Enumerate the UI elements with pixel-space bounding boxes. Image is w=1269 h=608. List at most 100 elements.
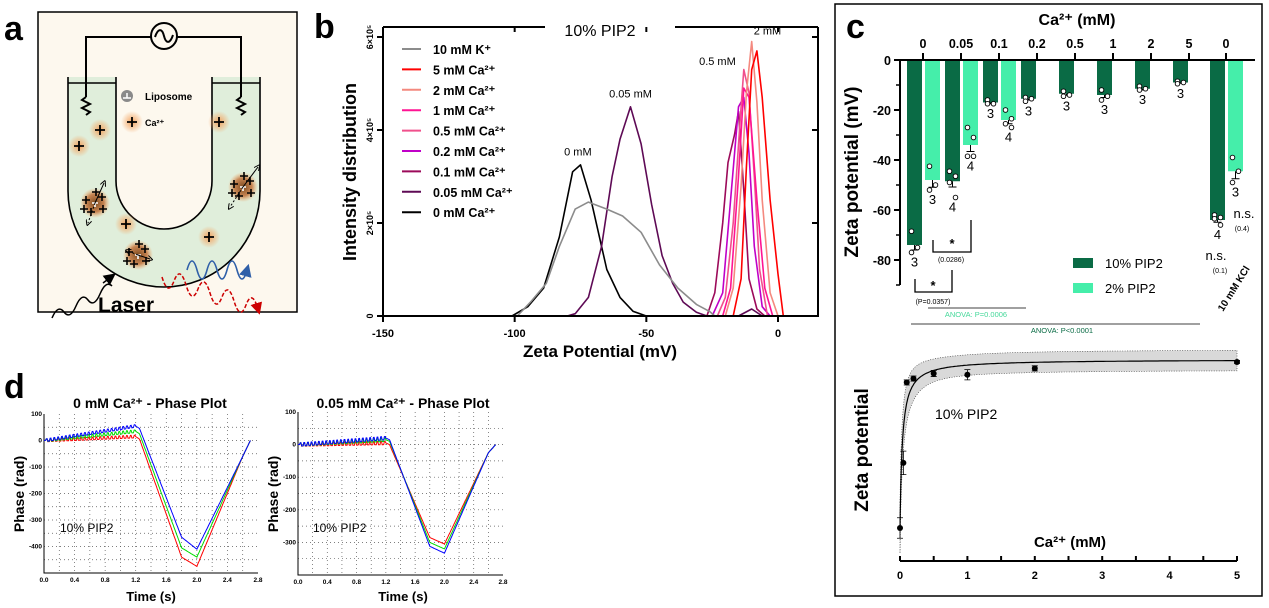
data-point (1136, 87, 1143, 93)
bar (1135, 60, 1150, 89)
legend-label: 1 mM Ca²⁺ (433, 104, 496, 118)
series-line (383, 201, 818, 317)
x-tick-label: -100 (504, 328, 526, 340)
plus-sign (247, 189, 255, 197)
chart-c-bar: Ca²⁺ (mM) Zeta potential (mV) 343 3 3 33 343… (842, 12, 1255, 335)
significance-star: * (949, 236, 955, 251)
anova-label-10pct: ANOVA: P<0.0001 (1031, 326, 1093, 335)
y-tick-label: -20 (873, 104, 891, 118)
circuit-wire (85, 36, 242, 97)
chart-b-title: 10% PIP2 (564, 23, 635, 40)
liposome-complex-icon (228, 167, 258, 207)
y-tick-label: -300 (29, 517, 42, 524)
plus-sign (80, 205, 88, 213)
anova-label-2pct: ANOVA: P=0.0006 (945, 310, 1007, 319)
chart-b-axes (382, 26, 819, 317)
legend-label: 10 mM K⁺ (433, 43, 491, 57)
x-tick-label: 4 (1167, 570, 1174, 582)
data-point (897, 525, 903, 531)
chart-d-right-xlabel: Time (s) (378, 589, 428, 604)
panel-c-frame (834, 3, 1263, 597)
legend-swatch (1073, 283, 1093, 293)
data-point (1028, 95, 1035, 102)
plus-sign (121, 219, 131, 229)
data-point (1235, 168, 1242, 174)
n-label: 3 (911, 255, 918, 270)
motion-arrow-icon (94, 183, 104, 204)
chart-c-fit: 0 1 2 3 4 5 Zeta potential Ca²⁺ (mM) 10% PIP2 (852, 350, 1240, 582)
plus-sign (130, 260, 138, 268)
plus-sign (240, 172, 248, 180)
laser-wave-icon (51, 283, 113, 319)
bar (1210, 60, 1225, 220)
data-point (1104, 93, 1111, 99)
confidence-band (899, 350, 1238, 554)
data-point (1066, 92, 1073, 98)
plus-sign (95, 125, 105, 135)
y-tick-label: -40 (873, 154, 891, 168)
scattered-wave-icon (161, 273, 263, 315)
motion-arrow-icon (128, 251, 139, 256)
chart-d-left-xlabel: Time (s) (126, 589, 176, 604)
data-point (914, 244, 921, 251)
data-point (910, 375, 917, 382)
scattered-wave-icon (186, 260, 252, 280)
plus-sign (123, 257, 131, 265)
chart-d-left: 0 mM Ca²⁺ - Phase Plot Phase (rad) Time … (11, 395, 263, 604)
data-point (1002, 120, 1009, 127)
data-point (930, 370, 937, 377)
n-label: 3 (1139, 92, 1146, 107)
y-tick-label: 4×10⁵ (365, 118, 375, 143)
panel-label-a: a (4, 10, 24, 48)
panel-label-b: b (314, 8, 335, 46)
u-tube-cell (67, 77, 261, 288)
peak-annotation: 0.05 mM (609, 88, 652, 100)
chart-d-right-annotation: 10% PIP2 (313, 521, 367, 535)
electrode-icon (79, 96, 93, 116)
x-tick-label: 0.4 (70, 577, 79, 584)
x-tick-label: 2.0 (440, 579, 449, 586)
data-point (1008, 124, 1015, 131)
data-point (1031, 365, 1038, 372)
chart-d-left-annotation: 10% PIP2 (60, 521, 114, 535)
n-label: 3 (1025, 103, 1032, 118)
plus-sign (204, 232, 214, 242)
legend-label: 0.1 mM Ca²⁺ (433, 165, 506, 179)
data-point (1060, 93, 1067, 99)
series-line (383, 164, 818, 317)
legend-label: 0.2 mM Ca²⁺ (433, 145, 506, 159)
data-point (946, 168, 953, 174)
legend-liposome-label: Liposome (145, 92, 193, 103)
calcium-ion-icon (198, 226, 220, 248)
x-tick-label: 2 (1032, 570, 1038, 582)
series-line (298, 440, 497, 545)
peak-annotation: 0 mM (564, 147, 592, 159)
y-tick-label: 0 (292, 442, 296, 449)
n-label: 4 (949, 200, 956, 215)
legend-label: 10% PIP2 (1105, 256, 1163, 271)
bar (1228, 60, 1243, 172)
x-tick-label: 2.4 (469, 579, 478, 586)
significance-star: * (930, 278, 936, 293)
error-bar (1213, 220, 1222, 223)
category-label: 0 (1223, 37, 1230, 51)
data-point (1022, 98, 1029, 104)
data-point (970, 153, 977, 159)
legend-label: 0 mM Ca²⁺ (433, 206, 496, 220)
plus-sign (127, 117, 137, 127)
x-tick-label: 2.4 (223, 577, 232, 584)
n-label: 3 (929, 192, 936, 207)
data-point (908, 228, 915, 234)
y-tick-label: -400 (29, 544, 42, 551)
data-point (932, 182, 939, 188)
data-point (964, 153, 971, 159)
error-bar (948, 181, 957, 188)
legend-label: 2 mM Ca²⁺ (433, 84, 496, 98)
y-tick-label: 0 (365, 313, 375, 318)
data-point (926, 187, 933, 193)
y-tick-label: -300 (283, 539, 296, 546)
x-tick-label: 0.8 (101, 577, 110, 584)
data-point (1174, 80, 1181, 87)
